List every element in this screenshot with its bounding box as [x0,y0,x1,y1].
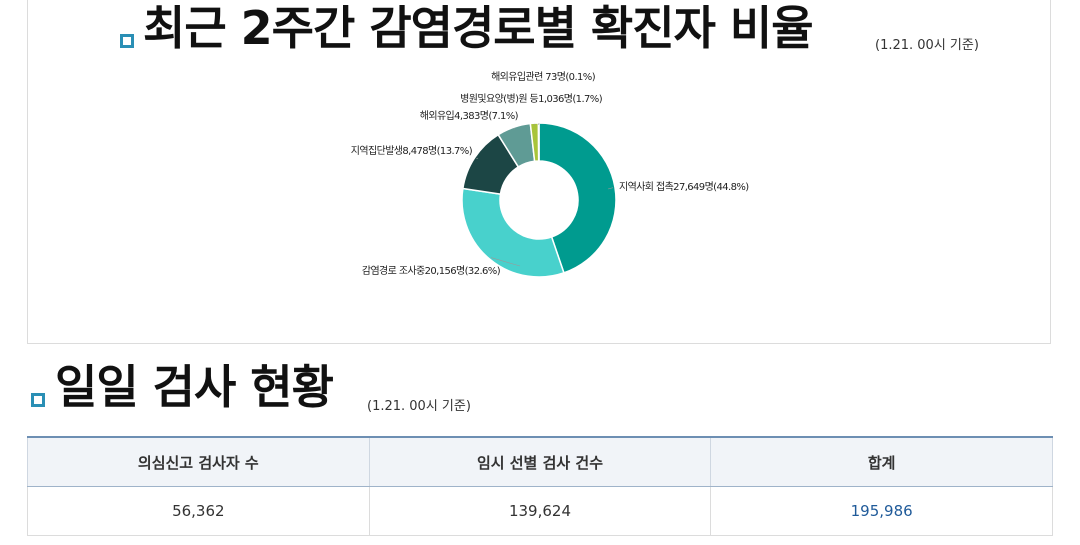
value-total: 195,986 [710,486,1053,536]
header-total: 합계 [710,437,1053,487]
slice-label-5: 해외유입관련 73명(0.1%) [491,70,596,83]
table-header-row: 의심신고 검사자 수 임시 선별 검사 건수 합계 [27,437,1053,487]
value-suspected-tests: 56,362 [27,486,370,536]
test-section-note: (1.21. 00시 기준) [367,399,471,414]
test-section-title: 일일 검사 현황 [55,360,334,414]
chart-section-note: (1.21. 00시 기준) [875,38,979,53]
slice-label-3: 해외유입4,383명(7.1%) [420,109,519,122]
section-bullet-icon [120,34,134,48]
donut-slice-5 [537,122,540,162]
slice-label-4: 병원및요양(병)원 등1,036명(1.7%) [460,93,603,105]
value-temporary-screening-tests: 139,624 [368,486,712,536]
donut-slice-1 [461,187,565,278]
chart-panel [27,0,1051,344]
slice-leader-line-2 [476,157,479,160]
table-row: 56,362 139,624 195,986 [27,486,1053,536]
slice-leader-line-1 [490,257,521,267]
header-suspected-tests: 의심신고 검사자 수 [27,437,370,487]
section-bullet-icon [31,393,45,407]
slice-leader-line-0 [607,187,614,190]
daily-test-table: 의심신고 검사자 수 임시 선별 검사 건수 합계 56,362 139,624… [27,436,1053,536]
donut-slice-0 [538,122,617,274]
header-temporary-screening-tests: 임시 선별 검사 건수 [368,437,712,487]
donut-chart: 지역사회 접촉27,649명(44.8%) 감염경로 조사중20,156명(32.… [351,70,750,278]
chart-section-title: 최근 2주간 감염경로별 확진자 비율 [143,1,814,55]
slice-label-0: 지역사회 접촉27,649명(44.8%) [619,181,749,193]
slice-label-2: 지역집단발생8,478명(13.7%) [351,145,473,157]
slice-label-1: 감염경로 조사중20,156명(32.6%) [362,264,501,277]
